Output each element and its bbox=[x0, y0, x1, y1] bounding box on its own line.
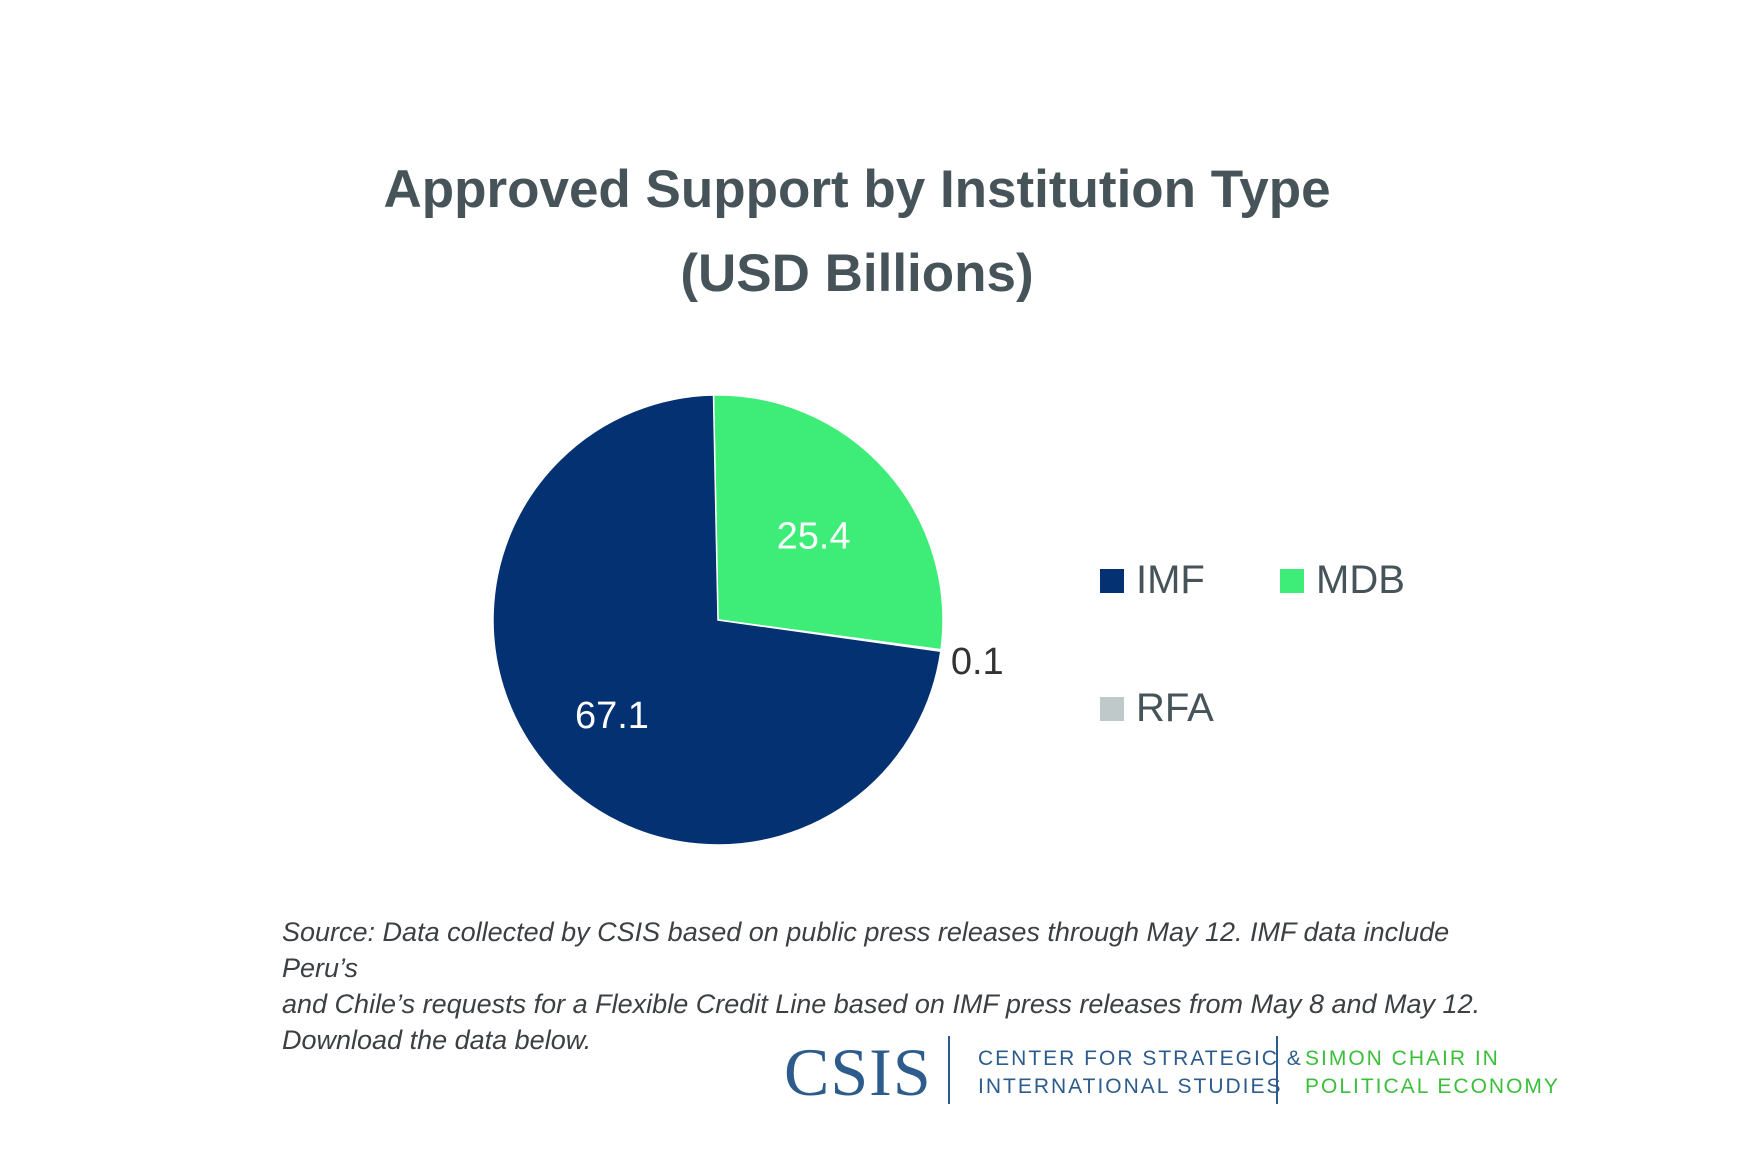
legend-item-imf: IMF bbox=[1100, 558, 1205, 603]
data-label-imf: 67.1 bbox=[575, 695, 649, 737]
footer-divider-2 bbox=[1276, 1036, 1278, 1104]
source-line-3: Download the data below. bbox=[282, 1025, 592, 1055]
footer-divider-1 bbox=[948, 1036, 950, 1104]
csis-logo: CSIS bbox=[784, 1034, 932, 1110]
data-label-rfa: 0.1 bbox=[951, 641, 1004, 683]
legend-item-rfa: RFA bbox=[1100, 686, 1214, 731]
legend-label-mdb: MDB bbox=[1316, 558, 1405, 602]
source-line-1: Source: Data collected by CSIS based on … bbox=[282, 917, 1450, 983]
chair-name-line-2: POLITICAL ECONOMY bbox=[1305, 1075, 1560, 1098]
legend-label-rfa: RFA bbox=[1136, 686, 1214, 730]
chair-name: SIMON CHAIR IN POLITICAL ECONOMY bbox=[1305, 1045, 1560, 1101]
org-name-line-2: INTERNATIONAL STUDIES bbox=[978, 1075, 1283, 1098]
pie-slice-imf bbox=[492, 394, 942, 846]
pie-slice-mdb bbox=[712, 394, 944, 651]
legend-label-imf: IMF bbox=[1136, 558, 1205, 602]
legend-swatch-mdb bbox=[1280, 568, 1304, 593]
org-name: CENTER FOR STRATEGIC & INTERNATIONAL STU… bbox=[978, 1045, 1303, 1101]
legend-swatch-rfa bbox=[1100, 696, 1124, 721]
data-label-mdb: 25.4 bbox=[777, 516, 851, 558]
chart-subtitle: (USD Billions) bbox=[680, 244, 1034, 303]
chart-title: Approved Support by Institution Type bbox=[383, 160, 1331, 219]
legend-item-mdb: MDB bbox=[1280, 558, 1405, 603]
chair-name-line-1: SIMON CHAIR IN bbox=[1305, 1047, 1500, 1070]
org-name-line-1: CENTER FOR STRATEGIC & bbox=[978, 1047, 1303, 1070]
source-note: Source: Data collected by CSIS based on … bbox=[282, 914, 1532, 1058]
source-line-2: and Chile’s requests for a Flexible Cred… bbox=[282, 989, 1481, 1019]
legend-swatch-imf bbox=[1100, 568, 1124, 593]
